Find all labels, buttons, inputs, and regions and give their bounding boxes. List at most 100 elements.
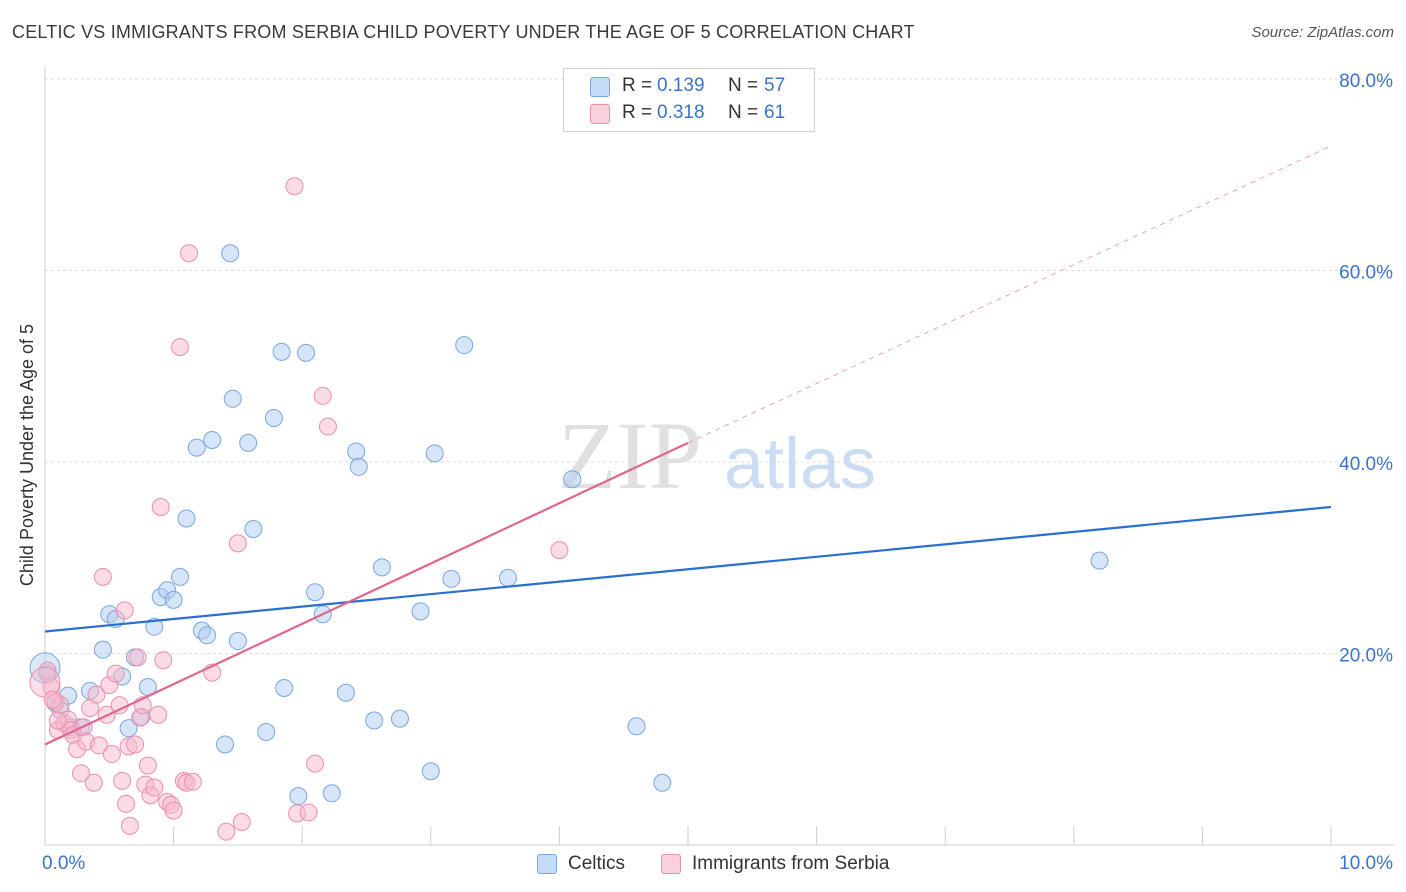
legend-r-value: 0.139 <box>657 75 705 96</box>
legend-label-serbia: Immigrants from Serbia <box>692 853 890 874</box>
watermark: ZIP atlas <box>558 402 876 509</box>
celtics-point <box>187 438 206 457</box>
celtics-point <box>563 470 582 489</box>
celtics-point <box>119 719 138 738</box>
serbia-point <box>43 690 62 709</box>
celtics-point <box>198 626 217 645</box>
celtics-point <box>171 567 190 586</box>
celtics-point <box>203 430 222 449</box>
y-tick-label: 80.0% <box>1339 71 1393 92</box>
legend-n-label: N = <box>728 102 759 123</box>
legend-r-label: R = <box>622 102 653 123</box>
y-tick-label: 60.0% <box>1339 263 1393 284</box>
correlation-legend: R = 0.139 N = 57 R = 0.318 N = 61 <box>563 68 815 132</box>
celtics-point <box>239 433 258 452</box>
trend-lines <box>44 145 1332 746</box>
celtics-point <box>164 590 183 609</box>
x-tick-label: 10.0% <box>1339 853 1393 874</box>
celtics-point <box>349 457 368 476</box>
serbia-point <box>126 735 145 754</box>
legend-swatch-celtics <box>590 77 610 97</box>
serbia-point <box>72 764 91 783</box>
serbia-point <box>149 705 168 724</box>
x-tick-label: 0.0% <box>42 853 85 874</box>
serbia-point <box>285 177 304 196</box>
legend-r-label: R = <box>622 75 653 96</box>
gridlines <box>45 78 1394 654</box>
legend-swatch-serbia <box>661 854 681 874</box>
serbia-point <box>299 803 318 822</box>
legend-n-label: N = <box>728 75 759 96</box>
serbia-trend-line <box>44 441 689 746</box>
serbia-point <box>154 651 173 670</box>
celtics-point <box>455 336 474 355</box>
tick-labels: 20.0% 40.0% 60.0% 80.0% 0.0% 10.0% <box>42 71 1393 874</box>
celtics-point <box>221 244 240 263</box>
serbia-point <box>93 567 112 586</box>
legend-swatch-celtics <box>537 854 557 874</box>
celtics-point <box>264 408 283 427</box>
serbia-point <box>228 534 247 553</box>
serbia-point <box>120 816 139 835</box>
celtics-point <box>93 640 112 659</box>
watermark-zip: ZIP <box>558 402 702 509</box>
celtics-point <box>272 342 291 361</box>
celtics-point <box>498 568 517 587</box>
axes <box>44 67 1394 846</box>
celtics-point <box>347 442 366 461</box>
legend-n-value: 61 <box>764 102 786 123</box>
serbia-point <box>306 754 325 773</box>
serbia-point <box>117 794 136 813</box>
serbia-point <box>183 772 202 791</box>
y-tick-label: 40.0% <box>1339 454 1393 475</box>
serbia-point <box>318 417 337 436</box>
celtics-point <box>390 709 409 728</box>
watermark-atlas: atlas <box>724 424 876 504</box>
serbia-point <box>90 736 109 755</box>
series-legend: Celtics Immigrants from Serbia <box>0 852 1406 878</box>
serbia-point <box>145 778 164 797</box>
celtics-point <box>322 784 341 803</box>
celtics-point <box>411 602 430 621</box>
legend-swatch-serbia <box>590 104 610 124</box>
celtics-point <box>289 787 308 806</box>
celtics-point <box>306 583 325 602</box>
serbia-point <box>106 664 125 683</box>
serbia-point <box>151 498 170 517</box>
serbia-point <box>87 685 106 704</box>
serbia-point <box>48 711 67 730</box>
serbia-point <box>180 244 199 263</box>
legend-label-celtics: Celtics <box>568 853 626 874</box>
serbia-point <box>232 813 251 832</box>
celtics-point <box>297 343 316 362</box>
celtics-point <box>177 509 196 528</box>
celtics-point <box>1090 551 1109 570</box>
celtics-point <box>336 683 355 702</box>
serbia-point <box>313 386 332 405</box>
serbia-point <box>217 822 236 841</box>
celtics-point <box>145 617 164 636</box>
celtics-point <box>421 762 440 781</box>
serbia-point <box>128 648 147 667</box>
celtics-point <box>365 711 384 730</box>
y-tick-label: 20.0% <box>1339 646 1393 667</box>
serbia-point <box>164 801 183 820</box>
serbia-point <box>84 773 103 792</box>
celtics-point <box>275 678 294 697</box>
legend-r-value: 0.318 <box>657 102 705 123</box>
celtics-point <box>244 520 263 539</box>
celtics-trend-line <box>44 505 1332 633</box>
serbia-point <box>550 541 569 560</box>
celtics-point <box>257 723 276 742</box>
serbia-point <box>115 601 134 620</box>
celtics-point <box>442 569 461 588</box>
chart-title: CELTIC VS IMMIGRANTS FROM SERBIA CHILD P… <box>12 22 915 42</box>
celtics-point <box>627 717 646 736</box>
celtics-point <box>653 773 672 792</box>
y-axis-title: Child Poverty Under the Age of 5 <box>17 324 37 586</box>
serbia-point <box>138 756 157 775</box>
source-note: Source: ZipAtlas.com <box>1251 24 1394 41</box>
data-points <box>29 177 1109 841</box>
celtics-point <box>425 444 444 463</box>
